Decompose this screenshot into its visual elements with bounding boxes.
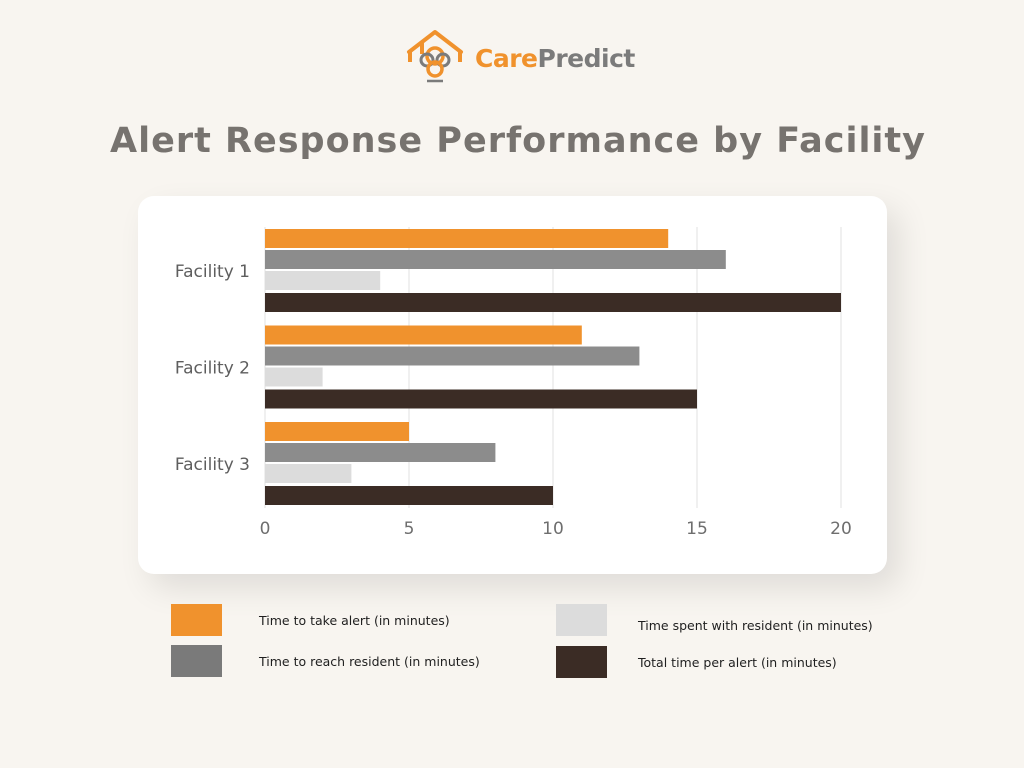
x-tick-label: 20 (830, 519, 852, 539)
legend-swatch (171, 645, 222, 677)
legend-label: Total time per alert (in minutes) (638, 654, 837, 670)
x-tick-label: 5 (404, 519, 415, 539)
brand-logo: CarePredict (405, 28, 635, 86)
legend-swatch (556, 604, 607, 636)
legend-item-time-with-resident: Time spent with resident (in minutes) (556, 604, 873, 636)
x-tick-label: 15 (686, 519, 708, 539)
bar (265, 271, 381, 290)
legend-item-take-alert: Time to take alert (in minutes) (171, 604, 450, 636)
chart-title: Alert Response Performance by Facility (110, 121, 926, 161)
chart-card: 0 5 10 15 20 Facility 1 Facility 2 Facility 3 (138, 196, 887, 574)
bar (265, 325, 582, 345)
bar (265, 389, 697, 409)
x-tick-label: 0 (260, 519, 271, 539)
legend-swatch (556, 646, 607, 678)
y-category-label: Facility 3 (175, 455, 250, 475)
legend-label: Time spent with resident (in minutes) (638, 617, 873, 633)
bar (265, 443, 496, 462)
y-category-label: Facility 1 (175, 262, 250, 282)
legend-label: Time to reach resident (in minutes) (259, 653, 480, 669)
bar (265, 250, 726, 269)
legend-item-reach-resident: Time to reach resident (in minutes) (171, 645, 480, 677)
x-tick-label: 10 (542, 519, 564, 539)
bar-chart: 0 5 10 15 20 Facility 1 Facility 2 Facility 3 (175, 227, 852, 539)
legend-item-total-time: Total time per alert (in minutes) (556, 646, 837, 678)
bar (265, 486, 553, 505)
brand-name-care: Care (475, 43, 538, 73)
bar (265, 422, 409, 441)
bar (265, 293, 841, 312)
bar (265, 346, 640, 366)
brand-name: CarePredict (475, 44, 635, 73)
legend-label: Time to take alert (in minutes) (259, 612, 450, 628)
y-category-label: Facility 2 (175, 359, 250, 379)
bar (265, 367, 323, 387)
house-with-pendant-icon (407, 30, 463, 83)
brand-name-predict: Predict (537, 43, 636, 73)
bar (265, 464, 352, 483)
legend-swatch (171, 604, 222, 636)
bar (265, 229, 669, 248)
